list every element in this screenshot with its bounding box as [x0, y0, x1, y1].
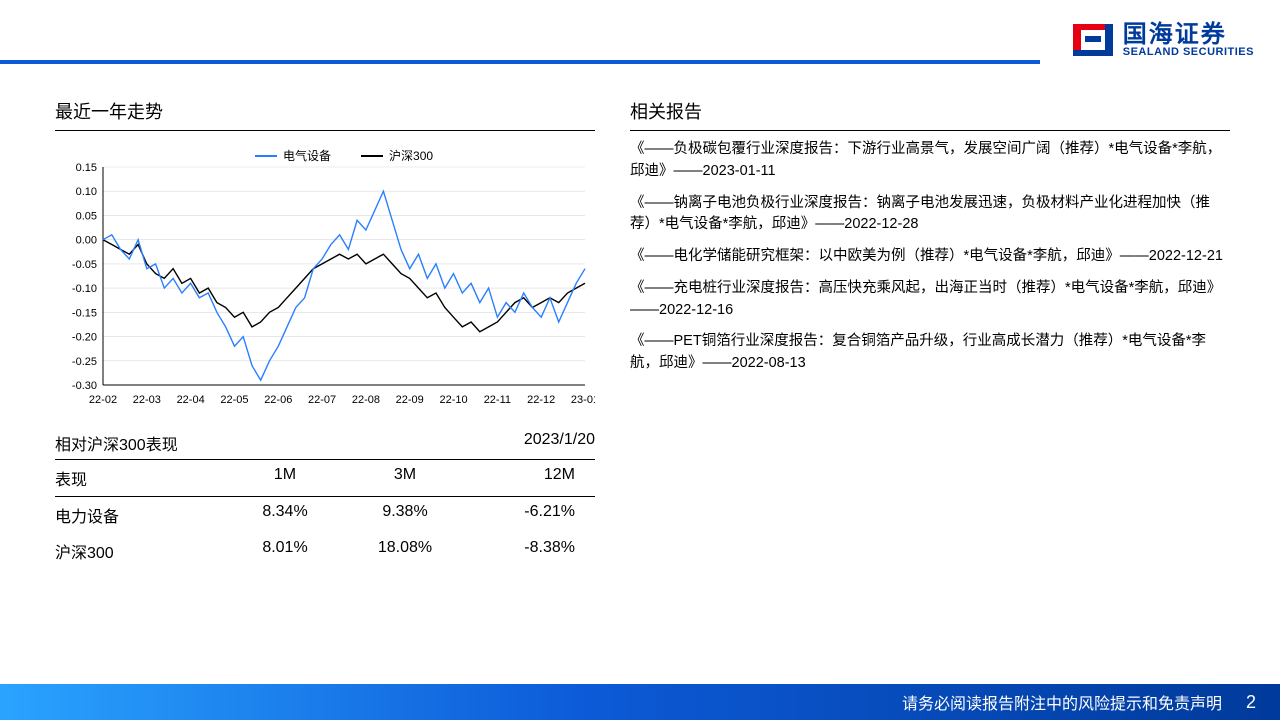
logo-text-en: SEALAND SECURITIES — [1123, 47, 1254, 59]
table-row: 电力设备 8.34% 9.38% -6.21% — [55, 497, 595, 533]
col-header: 12M — [465, 466, 585, 490]
svg-text:-0.30: -0.30 — [72, 380, 97, 392]
table-header-row: 表现 1M 3M 12M — [55, 460, 595, 497]
cell: 8.01% — [225, 539, 345, 563]
footer-bar: 请务必阅读报告附注中的风险提示和免责声明 2 — [0, 684, 1280, 720]
svg-text:22-05: 22-05 — [220, 394, 248, 406]
svg-text:-0.15: -0.15 — [72, 307, 97, 319]
svg-text:0.15: 0.15 — [76, 162, 97, 174]
svg-text:0.10: 0.10 — [76, 186, 97, 198]
svg-text:22-04: 22-04 — [177, 394, 205, 406]
svg-text:-0.10: -0.10 — [72, 283, 97, 295]
legend-label: 电气设备 — [283, 147, 331, 164]
svg-text:22-10: 22-10 — [439, 394, 467, 406]
legend-swatch-icon — [255, 155, 277, 157]
report-list: 《——负极碳包覆行业深度报告：下游行业高景气，发展空间广阔（推荐）*电气设备*李… — [630, 139, 1230, 375]
perf-date: 2023/1/20 — [524, 431, 595, 455]
report-item: 《——负极碳包覆行业深度报告：下游行业高景气，发展空间广阔（推荐）*电气设备*李… — [630, 139, 1230, 183]
chart-canvas: 0.15 0.10 0.05 0.00 -0.05 -0.10 -0.15 -0.20 -0.2… — [55, 139, 595, 409]
svg-text:22-11: 22-11 — [484, 394, 511, 406]
perf-title: 相对沪深300表现 — [55, 431, 178, 455]
performance-table: 相对沪深300表现 2023/1/20 表现 1M 3M 12M 电力设备 8.… — [55, 427, 595, 569]
legend-swatch-icon — [361, 155, 383, 157]
svg-text:-0.05: -0.05 — [72, 259, 97, 271]
cell: 8.34% — [225, 503, 345, 527]
cell: -6.21% — [465, 503, 585, 527]
cell: 电力设备 — [55, 503, 225, 527]
logo-text-cn: 国海证券 — [1123, 22, 1254, 47]
cell: 18.08% — [345, 539, 465, 563]
svg-text:23-01: 23-01 — [571, 394, 595, 406]
svg-text:22-08: 22-08 — [352, 394, 380, 406]
chart-legend: 电气设备 沪深300 — [255, 147, 433, 164]
reports-section-title: 相关报告 — [630, 98, 1230, 131]
cell: 沪深300 — [55, 539, 225, 563]
svg-text:22-06: 22-06 — [264, 394, 292, 406]
page-number: 2 — [1246, 692, 1256, 713]
svg-text:0.05: 0.05 — [76, 210, 97, 222]
svg-text:-0.25: -0.25 — [72, 356, 97, 368]
svg-text:22-02: 22-02 — [89, 394, 117, 406]
cell: -8.38% — [465, 539, 585, 563]
report-item: 《——充电桩行业深度报告：高压快充乘风起，出海正当时（推荐）*电气设备*李航，邱… — [630, 278, 1230, 322]
legend-item-hs300: 沪深300 — [361, 147, 433, 164]
brand-logo: 国海证券 SEALAND SECURITIES — [1071, 18, 1254, 62]
disclaimer-text: 请务必阅读报告附注中的风险提示和免责声明 — [902, 690, 1222, 714]
logo-mark-icon — [1071, 18, 1115, 62]
table-row: 沪深300 8.01% 18.08% -8.38% — [55, 533, 595, 569]
chart-section-title: 最近一年走势 — [55, 98, 595, 131]
trend-chart: 电气设备 沪深300 0.15 0.10 0.05 0.00 -0.05 -0.10 -0.… — [55, 139, 595, 409]
report-item: 《——钠离子电池负极行业深度报告：钠离子电池发展迅速，负极材料产业化进程加快（推… — [630, 193, 1230, 237]
col-header: 1M — [225, 466, 345, 490]
report-item: 《——PET铜箔行业深度报告：复合铜箔产品升级，行业高成长潜力（推荐）*电气设备… — [630, 331, 1230, 375]
col-header: 3M — [345, 466, 465, 490]
col-header: 表现 — [55, 466, 225, 490]
cell: 9.38% — [345, 503, 465, 527]
legend-item-elec: 电气设备 — [255, 147, 331, 164]
svg-text:22-12: 22-12 — [527, 394, 555, 406]
svg-text:22-03: 22-03 — [133, 394, 161, 406]
top-rule — [0, 60, 1040, 64]
svg-text:22-07: 22-07 — [308, 394, 336, 406]
svg-text:22-09: 22-09 — [396, 394, 424, 406]
svg-text:-0.20: -0.20 — [72, 332, 97, 344]
svg-text:0.00: 0.00 — [76, 235, 97, 247]
legend-label: 沪深300 — [389, 147, 433, 164]
report-item: 《——电化学储能研究框架：以中欧美为例（推荐）*电气设备*李航，邱迪》——202… — [630, 246, 1230, 268]
